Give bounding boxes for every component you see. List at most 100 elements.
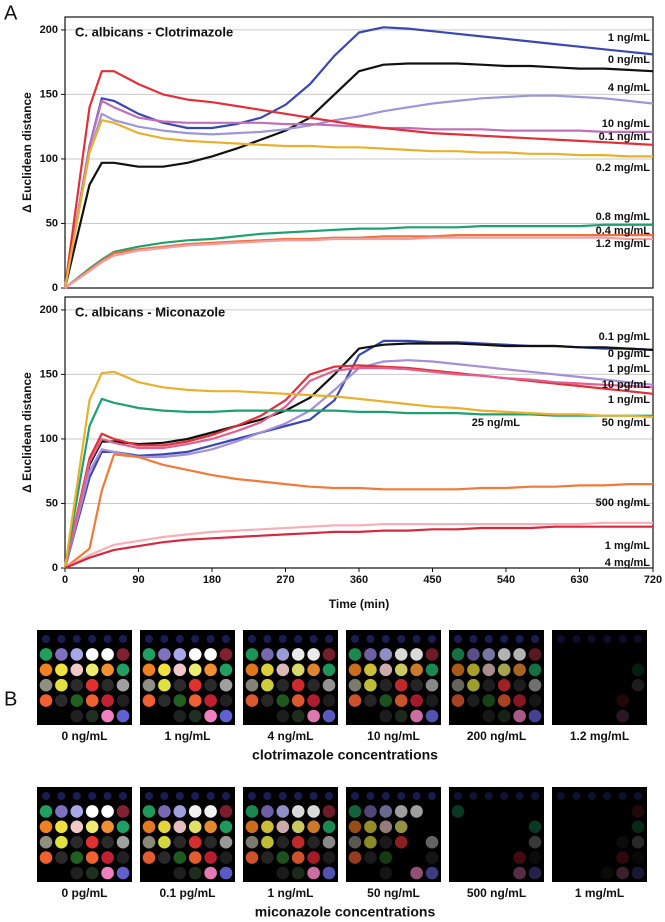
sensor-dot (145, 635, 153, 643)
x-tick-label: 720 (644, 574, 662, 586)
sensor-dot (263, 635, 271, 643)
sensor-dot (40, 867, 53, 880)
sensor-dot (220, 679, 233, 692)
sensor-dot (351, 792, 359, 800)
sensor-dot (40, 694, 53, 707)
sensor-dot (307, 694, 320, 707)
sensor-dot (632, 851, 645, 864)
sensor-dot (380, 664, 393, 677)
sensor-dot (292, 648, 305, 661)
sensor-dot (204, 664, 217, 677)
sensor-dot (158, 679, 171, 692)
sensor-dot (117, 821, 130, 834)
sensor-dot (117, 867, 130, 880)
sensor-dot (191, 635, 199, 643)
sensor-dot (220, 851, 233, 864)
figure: A B 050100150200C. albicans - Clotrimazo… (0, 0, 665, 922)
sensor-dot (380, 836, 393, 849)
series-label: 1.2 mg/mL (596, 238, 651, 250)
sensor-array (37, 787, 132, 882)
sensor-dot (143, 710, 156, 723)
sensor-dot (616, 851, 629, 864)
sensor-dot (279, 635, 287, 643)
sensor-dot (452, 648, 465, 661)
sensor-dot (42, 635, 50, 643)
y-tick-label: 150 (40, 368, 58, 380)
sensor-dot (117, 679, 130, 692)
panel-label: A (4, 2, 18, 24)
sensor-dot (325, 635, 333, 643)
sensor-dot (364, 648, 377, 661)
sensor-dot (71, 694, 84, 707)
series-label: 0 ng/mL (608, 54, 650, 66)
sensor-dot (88, 635, 96, 643)
sensor-dot (513, 710, 526, 723)
sensor-dot (189, 664, 202, 677)
series-label: 0 pg/mL (608, 348, 650, 360)
sensor-dot (143, 867, 156, 880)
y-tick-label: 150 (40, 88, 58, 100)
sensor-dot (104, 792, 112, 800)
x-tick-label: 270 (276, 574, 294, 586)
sensor-dot (588, 792, 596, 800)
sensor-dot (380, 648, 393, 661)
sensor-dot (248, 792, 256, 800)
y-axis-label: Δ Euclidean distance (20, 92, 34, 213)
sensor-dot (73, 635, 81, 643)
sensor-dot (632, 867, 645, 880)
series-label: 25 ng/mL (472, 417, 521, 429)
sensor-dot (204, 679, 217, 692)
sensor-dot (292, 805, 305, 818)
sensor-dot (117, 694, 130, 707)
sensor-dot (158, 867, 171, 880)
sensor-dot (366, 792, 374, 800)
sensor-dot (452, 805, 465, 818)
sensor-dot (364, 694, 377, 707)
sensor-dot (101, 679, 114, 692)
sensor-dot (349, 836, 362, 849)
sensor-dot (220, 867, 233, 880)
series-line (65, 235, 653, 288)
sensor-dot (55, 679, 68, 692)
sensor-dot (601, 867, 614, 880)
sensor-dot (86, 648, 99, 661)
sensor-dot (71, 836, 84, 849)
sensor-dot (428, 792, 436, 800)
sensor-dot (40, 648, 53, 661)
sensor-dot (246, 648, 259, 661)
sensor-dot (119, 635, 127, 643)
sensor-dot (323, 694, 336, 707)
sensor-dot (71, 851, 84, 864)
sensor-dot (101, 710, 114, 723)
sensor-dot (500, 635, 508, 643)
sensor-dot (307, 664, 320, 677)
series-label: 50 ng/mL (602, 417, 651, 429)
chart-title: C. albicans - Clotrimazole (75, 24, 233, 39)
sensor-dot (513, 694, 526, 707)
sensor-dot (632, 836, 645, 849)
sensor-dot (349, 805, 362, 818)
sensor-dot (176, 635, 184, 643)
array-label: 4 ng/mL (267, 729, 313, 743)
sensor-dot (452, 694, 465, 707)
array-label: 1 mg/mL (575, 886, 624, 900)
sensor-dot (292, 664, 305, 677)
sensor-dot (86, 851, 99, 864)
sensor-dot (174, 836, 187, 849)
sensor-dot (55, 648, 68, 661)
sensor-dot (483, 694, 496, 707)
sensor-dot (246, 805, 259, 818)
array-caption: miconazole concentrations (255, 904, 436, 920)
series-label: 4 ng/mL (608, 82, 650, 94)
sensor-dot (55, 821, 68, 834)
sensor-dot (410, 710, 423, 723)
sensor-dot (55, 694, 68, 707)
sensor-dot (158, 664, 171, 677)
sensor-dot (55, 867, 68, 880)
sensor-dot (101, 851, 114, 864)
sensor-dot (395, 805, 408, 818)
sensor-dot (263, 792, 271, 800)
array-label: 0 pg/mL (61, 886, 107, 900)
sensor-dot (292, 679, 305, 692)
sensor-dot (143, 694, 156, 707)
